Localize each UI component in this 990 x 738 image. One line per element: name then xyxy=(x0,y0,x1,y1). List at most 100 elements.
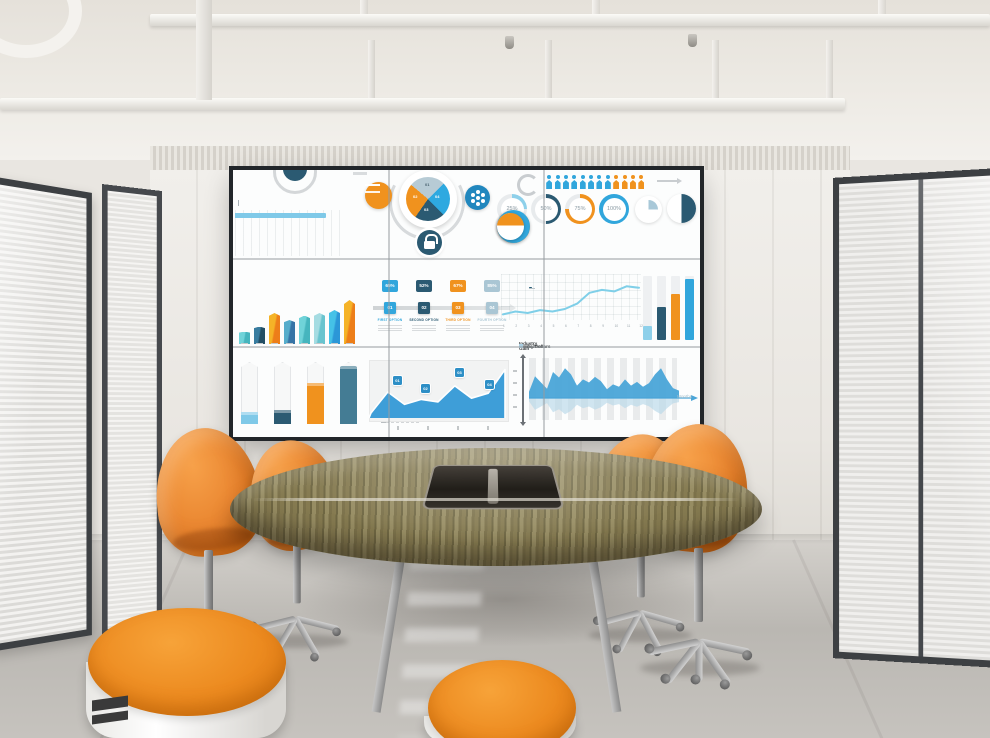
office-chair xyxy=(637,418,764,686)
percent-bubble: 67% xyxy=(450,280,466,292)
option-text-line xyxy=(480,325,504,326)
option-text-line xyxy=(412,327,436,329)
videowall-seam xyxy=(543,170,545,437)
option-number-box: 04 xyxy=(486,302,498,314)
vbar-track xyxy=(671,276,680,340)
hex-axis-dash xyxy=(346,342,353,344)
people-row xyxy=(545,173,646,189)
videowall-seam xyxy=(233,346,700,348)
hanger-rod xyxy=(368,40,375,98)
vbar-track xyxy=(685,276,694,340)
x-tick-label: 8 xyxy=(589,324,592,328)
table-cable-channel xyxy=(421,464,565,510)
y-tick xyxy=(513,406,517,408)
ceiling xyxy=(0,0,990,160)
legend-label: Industry Gain xyxy=(519,341,538,351)
option-label: FOURTH OPTION xyxy=(477,318,507,322)
percent-bubble: 52% xyxy=(416,280,432,292)
hex-bar xyxy=(299,315,310,344)
area-badge: 02 xyxy=(421,384,430,393)
hex-axis-dash xyxy=(316,342,323,344)
vertical-progress-bars xyxy=(643,270,699,340)
bar-value-label: 83% xyxy=(236,213,244,218)
vbar-fill xyxy=(643,325,652,340)
ring-inner: 50% xyxy=(534,197,558,221)
videowall-seam xyxy=(388,170,390,437)
pie-slice-label: 04 xyxy=(435,194,440,199)
vbar-fill xyxy=(671,293,680,340)
corner-pipe xyxy=(0,0,82,58)
area-badge: 03 xyxy=(455,368,464,377)
option-item: 85% 04 FOURTH OPTION xyxy=(477,280,507,346)
line-chart-plot xyxy=(501,274,641,320)
wave-chart: Money/Dollars Production Industry Gain M… xyxy=(513,341,700,436)
pie-chart: 01 04 03 02 xyxy=(406,177,450,221)
table-seam xyxy=(252,498,740,501)
x-tick-label: 10 xyxy=(614,324,619,328)
x-tick xyxy=(397,426,399,430)
option-text-line xyxy=(378,325,402,326)
option-number-box: 03 xyxy=(452,302,464,314)
person-icon xyxy=(630,175,636,189)
chair-post xyxy=(637,537,645,598)
person-icon xyxy=(638,175,644,189)
x-tick-label: 3 xyxy=(527,324,530,328)
x-tick-label: 12 xyxy=(639,324,643,328)
vertical-duct xyxy=(196,0,212,100)
bar xyxy=(235,213,327,218)
cylinder-track xyxy=(307,362,324,424)
stool xyxy=(84,608,290,738)
option-number-box: 02 xyxy=(418,302,430,314)
area-badge: 01 xyxy=(393,376,402,385)
hanger-rod xyxy=(826,40,833,98)
y-tick xyxy=(513,382,517,384)
glass-partition-right xyxy=(832,168,990,668)
cylinder-columns xyxy=(241,360,373,426)
wall-slat-band xyxy=(150,146,850,172)
hex-bar xyxy=(284,320,295,344)
x-tick xyxy=(427,426,429,430)
area-badge: 04 xyxy=(485,380,494,389)
lock-icon-badge xyxy=(417,230,442,255)
cropped-content-dash xyxy=(353,172,367,175)
option-text-line xyxy=(378,327,402,329)
ceiling-stub xyxy=(878,0,886,14)
arrow-icon xyxy=(657,177,682,184)
hbar-ticks xyxy=(238,200,338,206)
office-chair xyxy=(585,427,697,654)
area-chart-panel xyxy=(369,360,509,422)
hex-bar xyxy=(329,310,340,344)
x-tick-label: 5 xyxy=(552,324,555,328)
hex-axis-dash xyxy=(286,342,293,344)
x-tick-label: 6 xyxy=(565,324,567,328)
cylinder-fill xyxy=(340,366,357,424)
list-row xyxy=(381,418,433,424)
pie-slice-label: 01 xyxy=(425,182,430,187)
cylinder-fill xyxy=(274,409,291,424)
hex-bar xyxy=(269,313,280,344)
open-ring-icon xyxy=(517,174,539,196)
hex-bar xyxy=(239,331,250,344)
chair-post xyxy=(204,550,213,624)
person-icon xyxy=(563,175,569,189)
ceiling-rail xyxy=(0,98,845,110)
percent-bubble: 65% xyxy=(382,280,398,292)
option-text-line xyxy=(480,330,504,332)
chair-post xyxy=(694,548,703,622)
hex-axis-dash xyxy=(271,342,278,344)
spotlight xyxy=(688,34,697,47)
option-text-line xyxy=(378,330,402,332)
ceiling-stub xyxy=(360,0,368,14)
option-label: THIRD OPTION xyxy=(445,318,471,322)
ceiling-rail xyxy=(150,14,990,26)
ring-inner: 75% xyxy=(568,197,592,221)
progress-ring: 100% xyxy=(599,194,629,224)
option-text-line xyxy=(480,327,504,329)
x-tick-label: 9 xyxy=(602,324,604,328)
option-item: 52% 02 SECOND OPTION xyxy=(409,280,439,346)
vbar-track xyxy=(657,276,666,340)
orange-text-badge xyxy=(365,182,392,209)
